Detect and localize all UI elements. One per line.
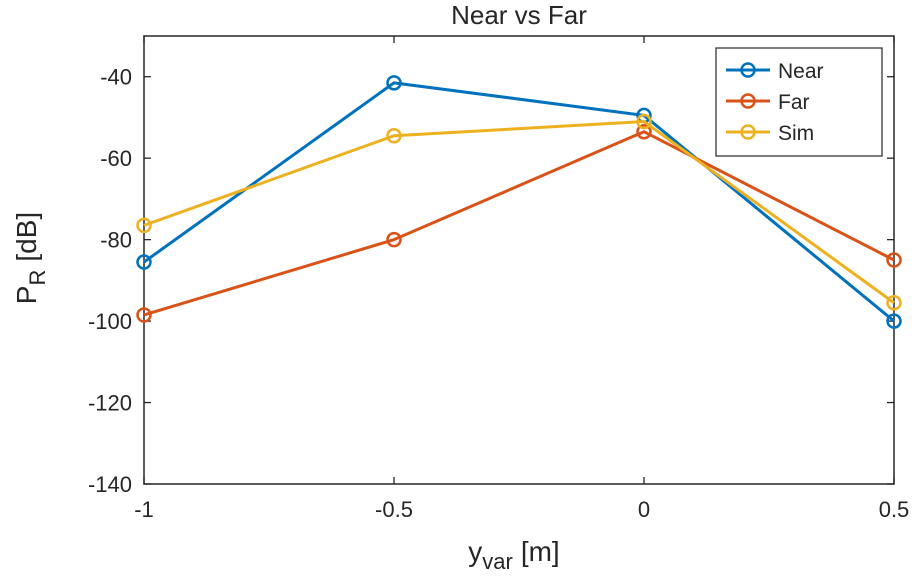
data-point (136, 217, 152, 234)
y-axis-label: PR [dB] (11, 212, 50, 304)
x-axis-label-sub: var (482, 549, 513, 574)
y-axis-label-unit: [dB] (11, 212, 42, 262)
x-tick-label: 0.5 (879, 497, 910, 522)
series-sim (136, 113, 902, 311)
y-axis-label-main: P (11, 286, 42, 305)
legend-entry-near: Near (726, 60, 824, 83)
series-line (143, 81, 895, 323)
series-near (136, 75, 902, 329)
tick-labels: -1 -0.5 0 0.5 -140 -120 -100 -80 -60 -40 (88, 65, 909, 522)
x-tick-label: -0.5 (375, 497, 413, 522)
legend-entry-far: Far (726, 91, 810, 114)
y-tick-label: -120 (88, 391, 132, 416)
x-axis-label-unit: [m] (521, 536, 560, 567)
series-line (143, 120, 895, 304)
series-far (136, 123, 902, 323)
x-tick-label: 0 (638, 497, 650, 522)
chart-title: Near vs Far (451, 0, 587, 30)
legend-label: Sim (778, 122, 814, 145)
data-point (886, 252, 902, 268)
y-axis-label-sub: R (25, 270, 50, 286)
legend: Near Far Sim (715, 47, 883, 157)
data-point (136, 307, 152, 323)
legend-marker (740, 62, 756, 78)
y-tick-label: -140 (88, 472, 132, 497)
series-layer (136, 75, 902, 329)
data-point (636, 113, 652, 130)
series-line (143, 130, 895, 317)
data-point (386, 231, 402, 248)
legend-marker (740, 124, 756, 140)
legend-label: Near (778, 60, 824, 83)
data-point (386, 128, 402, 144)
y-tick-label: -80 (100, 228, 132, 253)
data-point (886, 295, 902, 311)
data-point (136, 254, 152, 270)
x-axis-label-main: y (468, 536, 482, 567)
x-tick-label: -1 (134, 497, 154, 522)
legend-label: Far (778, 91, 810, 114)
data-point (886, 313, 902, 329)
x-axis-label: yvar [m] (468, 536, 559, 574)
y-tick-label: -60 (100, 146, 132, 171)
legend-entry-sim: Sim (726, 122, 814, 145)
y-tick-label: -40 (100, 65, 132, 90)
y-tick-label: -100 (88, 309, 132, 334)
data-point (636, 123, 652, 140)
legend-marker (740, 93, 756, 109)
data-point (386, 75, 402, 91)
